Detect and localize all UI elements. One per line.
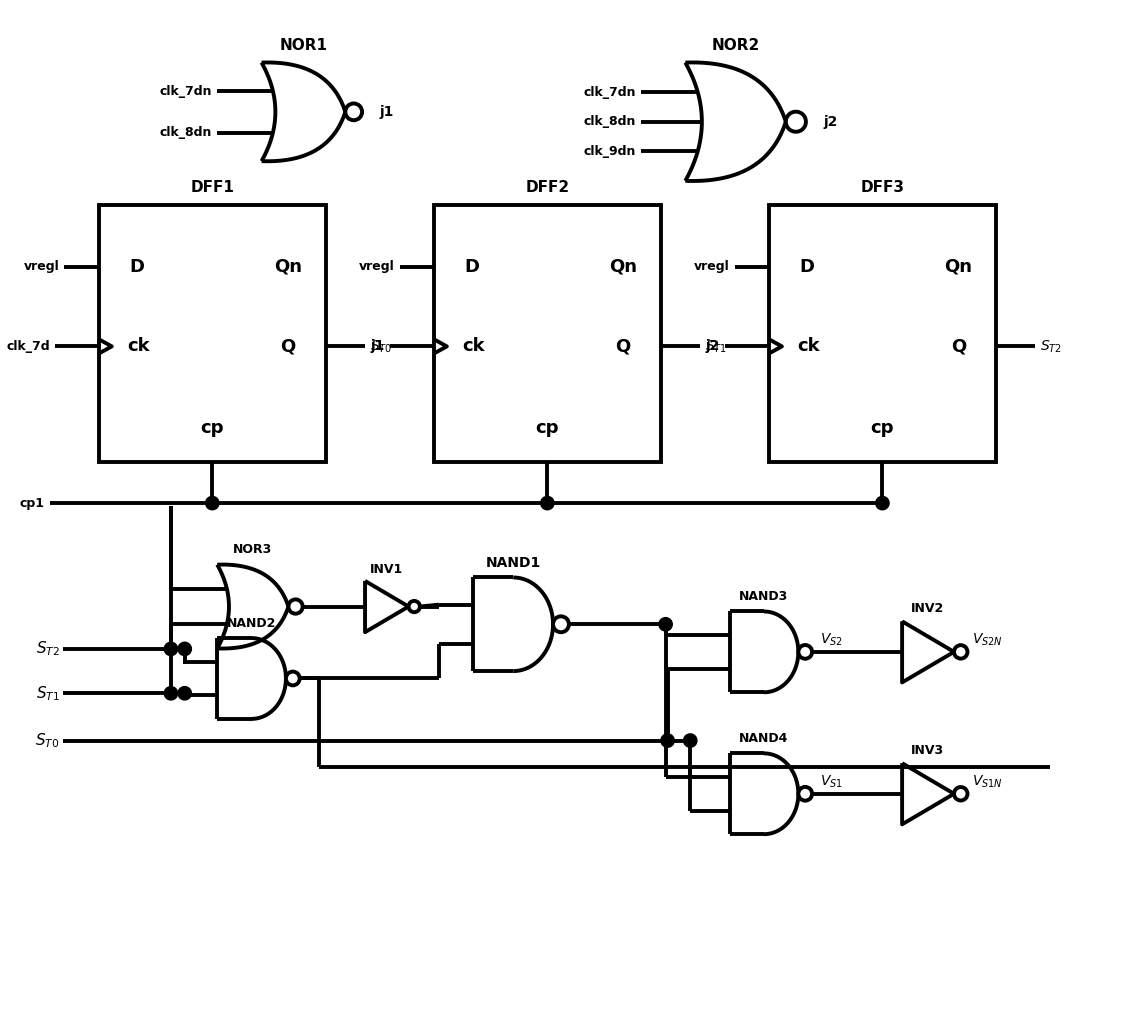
Text: j2: j2 (706, 339, 719, 354)
Text: j1: j1 (380, 105, 394, 119)
Text: ck: ck (462, 337, 484, 356)
Text: Qn: Qn (609, 258, 637, 276)
Text: clk_8dn: clk_8dn (584, 115, 636, 128)
Text: $V_{S2}$: $V_{S2}$ (820, 632, 842, 648)
Circle shape (179, 688, 190, 699)
Text: INV3: INV3 (911, 744, 944, 757)
Bar (99, 205, 326, 461)
Text: vregl: vregl (694, 260, 730, 273)
Text: vregl: vregl (24, 260, 59, 273)
Text: cp: cp (871, 420, 894, 437)
Circle shape (542, 498, 553, 508)
Text: $S_{T2}$: $S_{T2}$ (35, 639, 59, 658)
Text: cp1: cp1 (19, 497, 44, 510)
Text: $V_{S2N}$: $V_{S2N}$ (972, 632, 1003, 648)
Text: $S_{T2}$: $S_{T2}$ (1040, 338, 1062, 355)
Text: D: D (464, 258, 479, 276)
Text: INV2: INV2 (911, 602, 944, 615)
Text: Qn: Qn (275, 258, 302, 276)
Text: NAND2: NAND2 (227, 617, 276, 630)
Text: cp: cp (536, 420, 559, 437)
Circle shape (954, 645, 968, 658)
Text: $V_{S1}$: $V_{S1}$ (820, 774, 842, 790)
Circle shape (954, 787, 968, 801)
Text: NOR2: NOR2 (711, 39, 759, 53)
Circle shape (165, 643, 177, 654)
Text: DFF1: DFF1 (190, 180, 234, 195)
Text: NAND1: NAND1 (486, 556, 540, 570)
Text: clk_7dn: clk_7dn (160, 84, 212, 98)
Text: clk_7dn: clk_7dn (584, 85, 636, 99)
Text: Qn: Qn (944, 258, 972, 276)
Text: cp: cp (201, 420, 225, 437)
Text: $V_{S1N}$: $V_{S1N}$ (972, 774, 1003, 790)
Text: $S_{T1}$: $S_{T1}$ (705, 338, 727, 355)
Text: NAND4: NAND4 (740, 733, 789, 745)
Text: ck: ck (797, 337, 820, 356)
Circle shape (798, 645, 812, 658)
Text: clk_8dn: clk_8dn (160, 126, 212, 139)
Text: Q: Q (951, 337, 966, 356)
Circle shape (877, 498, 888, 508)
Text: $S_{T0}$: $S_{T0}$ (35, 732, 59, 750)
Text: ck: ck (127, 337, 149, 356)
Circle shape (179, 643, 190, 654)
Text: $S_{T0}$: $S_{T0}$ (370, 338, 392, 355)
Text: Q: Q (280, 337, 295, 356)
Text: D: D (799, 258, 814, 276)
Circle shape (660, 619, 671, 630)
Text: vregl: vregl (359, 260, 394, 273)
Circle shape (798, 787, 812, 801)
Circle shape (286, 672, 300, 686)
Circle shape (165, 688, 177, 699)
Circle shape (553, 617, 569, 632)
Circle shape (408, 600, 420, 613)
Circle shape (662, 736, 673, 746)
Text: j1: j1 (370, 339, 385, 354)
Bar (434, 205, 661, 461)
Text: Q: Q (616, 337, 630, 356)
Text: clk_7d: clk_7d (6, 340, 50, 353)
Text: INV1: INV1 (370, 563, 404, 576)
Text: $S_{T1}$: $S_{T1}$ (35, 684, 59, 703)
Circle shape (685, 736, 695, 746)
Text: NOR3: NOR3 (234, 544, 272, 557)
Text: j2: j2 (824, 115, 838, 129)
Bar (770, 205, 995, 461)
Text: clk_9dn: clk_9dn (584, 144, 636, 157)
Circle shape (785, 112, 806, 132)
Circle shape (206, 498, 218, 508)
Text: D: D (129, 258, 144, 276)
Text: NOR1: NOR1 (279, 39, 327, 53)
Text: DFF2: DFF2 (526, 180, 569, 195)
Circle shape (288, 599, 302, 614)
Text: NAND3: NAND3 (740, 590, 789, 604)
Text: DFF3: DFF3 (861, 180, 904, 195)
Circle shape (345, 104, 363, 120)
